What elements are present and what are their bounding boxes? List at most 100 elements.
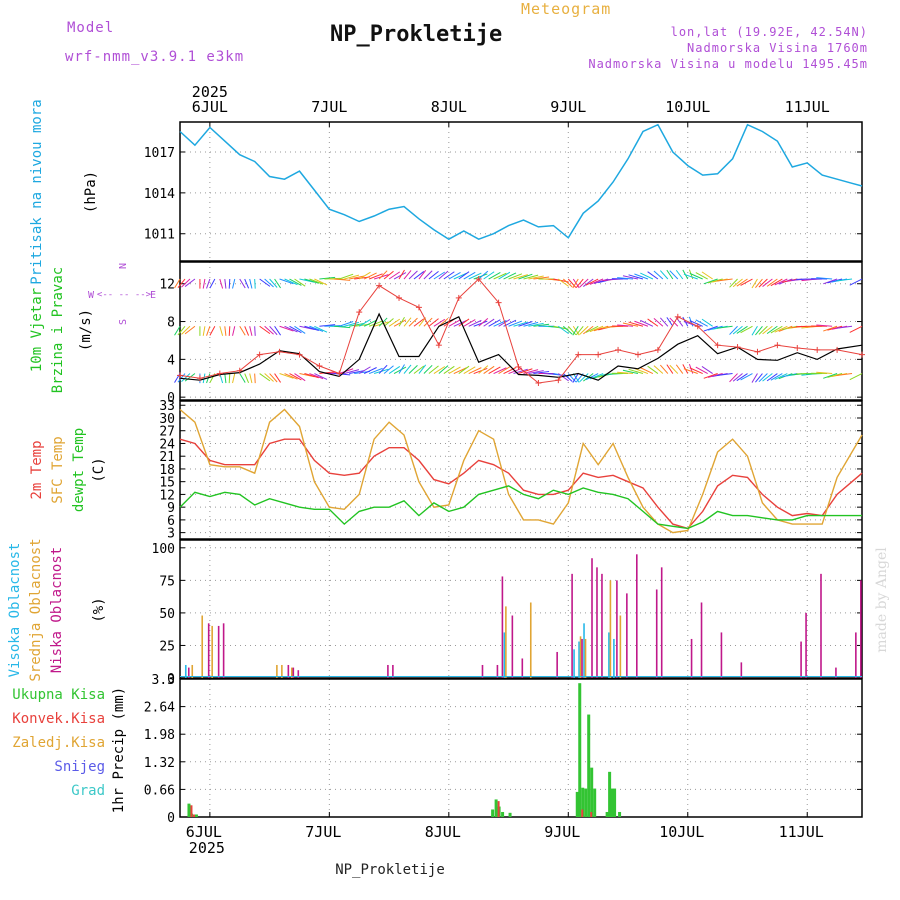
wind-arrow bbox=[358, 366, 371, 374]
wind-arrow bbox=[314, 325, 328, 333]
ytick-label: 0.66 bbox=[144, 783, 175, 798]
ytick-label: 21 bbox=[159, 450, 175, 465]
wind-arrow bbox=[413, 271, 425, 280]
bottom-day-label: 6JUL bbox=[186, 823, 222, 841]
panel-frame bbox=[179, 121, 863, 262]
wind-arrow bbox=[659, 317, 669, 327]
wind-arrow bbox=[428, 270, 439, 280]
cloud-bar-2 bbox=[222, 623, 225, 678]
wind-arrow bbox=[453, 367, 467, 374]
panel-frame bbox=[179, 539, 863, 679]
cloud-bar-2 bbox=[217, 625, 220, 678]
wind-arrow bbox=[174, 326, 181, 336]
wind-arrow bbox=[622, 369, 639, 375]
ytick-label: 2.64 bbox=[144, 701, 175, 716]
wind-arrow bbox=[770, 325, 783, 334]
wind-arrow bbox=[751, 373, 758, 383]
cloud-bar-2 bbox=[481, 664, 484, 678]
wind-arrow bbox=[498, 319, 511, 327]
wind-arrow bbox=[433, 318, 446, 327]
ytick-label: 100 bbox=[152, 542, 175, 557]
wind-arrow bbox=[206, 326, 211, 336]
wind-arrow bbox=[294, 373, 306, 382]
precip-legend-1: Konvek.Kisa bbox=[12, 711, 105, 727]
wind-arrow bbox=[473, 273, 488, 280]
wind-arrow bbox=[224, 278, 227, 289]
ytick-label: 15 bbox=[159, 476, 175, 491]
wind-arrow bbox=[689, 272, 703, 280]
wind-arrow bbox=[368, 320, 383, 327]
wind-arrow bbox=[669, 364, 679, 374]
cloud-bar-2 bbox=[700, 602, 703, 678]
wind-arrow bbox=[766, 278, 778, 287]
wind-arrow bbox=[209, 278, 216, 289]
wind-arrow bbox=[403, 270, 412, 280]
wind-arrow bbox=[339, 321, 354, 327]
model-name: wrf-nmm_v3.9.1 e3km bbox=[65, 49, 245, 65]
cloud-bar-1 bbox=[579, 636, 582, 678]
wind-arrow bbox=[413, 318, 425, 327]
wind-arrow bbox=[659, 364, 669, 374]
wind-arrow bbox=[334, 325, 351, 329]
wind-arrow bbox=[284, 278, 298, 286]
cloud-bar-0 bbox=[573, 649, 575, 678]
top-year-label: 2025 bbox=[192, 83, 228, 101]
wind-arrow bbox=[254, 326, 256, 336]
cloud-bar-2 bbox=[616, 580, 618, 678]
cloud-bar-1 bbox=[201, 615, 204, 678]
model-label: Model bbox=[67, 20, 115, 36]
precip-bar-0 bbox=[491, 809, 495, 817]
wind-arrow bbox=[572, 278, 579, 289]
wind-arrow bbox=[732, 373, 743, 382]
wind-arrow bbox=[669, 270, 679, 280]
wind-arrow bbox=[304, 278, 319, 284]
wind-arrow bbox=[617, 371, 634, 375]
top-day-label: 9JUL bbox=[550, 98, 586, 116]
precip-legend-3: Snijeg bbox=[54, 759, 105, 775]
wind-arrow bbox=[572, 326, 579, 336]
wind-arrow bbox=[589, 325, 604, 333]
ytick-label: 27 bbox=[159, 425, 175, 440]
wind-arrow bbox=[483, 318, 495, 327]
wind-arrow bbox=[478, 365, 489, 374]
wind-arrow bbox=[177, 325, 186, 336]
wind-arrow bbox=[368, 273, 383, 280]
cloud-bar-2 bbox=[496, 664, 499, 678]
wind-arrow bbox=[849, 278, 863, 286]
wind-arrow bbox=[562, 278, 573, 288]
wind-arrow bbox=[593, 325, 609, 332]
wind-arrow bbox=[583, 325, 594, 335]
wind-arrow bbox=[453, 272, 467, 280]
cloud-bar-1 bbox=[276, 664, 278, 678]
cloud-bar-2 bbox=[292, 667, 295, 678]
wind-arrow bbox=[408, 270, 418, 280]
wind-arrow bbox=[823, 373, 838, 379]
wind-arrow bbox=[762, 278, 773, 287]
wind-arrow bbox=[518, 273, 533, 280]
ytick-label: 1011 bbox=[144, 228, 175, 243]
cloud-bar-1 bbox=[609, 580, 612, 678]
temp-series-2 bbox=[179, 485, 862, 530]
wind-arrow bbox=[816, 324, 833, 327]
wind-arrow bbox=[617, 277, 634, 280]
wind-arrow bbox=[562, 325, 573, 335]
ytick-label: 6 bbox=[167, 514, 175, 529]
watermark: made by Angel bbox=[874, 547, 890, 653]
wind-arrow bbox=[513, 321, 528, 327]
wind-arrow bbox=[403, 364, 412, 374]
wind-arrow bbox=[589, 278, 604, 285]
wind-arrow bbox=[770, 278, 783, 287]
wind-arrow bbox=[363, 367, 377, 374]
wind-arrow bbox=[428, 318, 439, 327]
wind-arrow bbox=[319, 371, 336, 375]
wind-arrow bbox=[309, 278, 324, 285]
ytick-label: 1014 bbox=[144, 187, 175, 202]
cloud-bar-2 bbox=[636, 554, 638, 678]
wind-arrow bbox=[244, 326, 250, 336]
wind-arrow bbox=[181, 278, 191, 288]
wind-arrow bbox=[274, 325, 281, 336]
ytick-label: 18 bbox=[159, 463, 175, 478]
wind-arrow bbox=[254, 278, 256, 289]
wind-arrow bbox=[774, 373, 788, 380]
cloud-bar-1 bbox=[291, 667, 293, 678]
